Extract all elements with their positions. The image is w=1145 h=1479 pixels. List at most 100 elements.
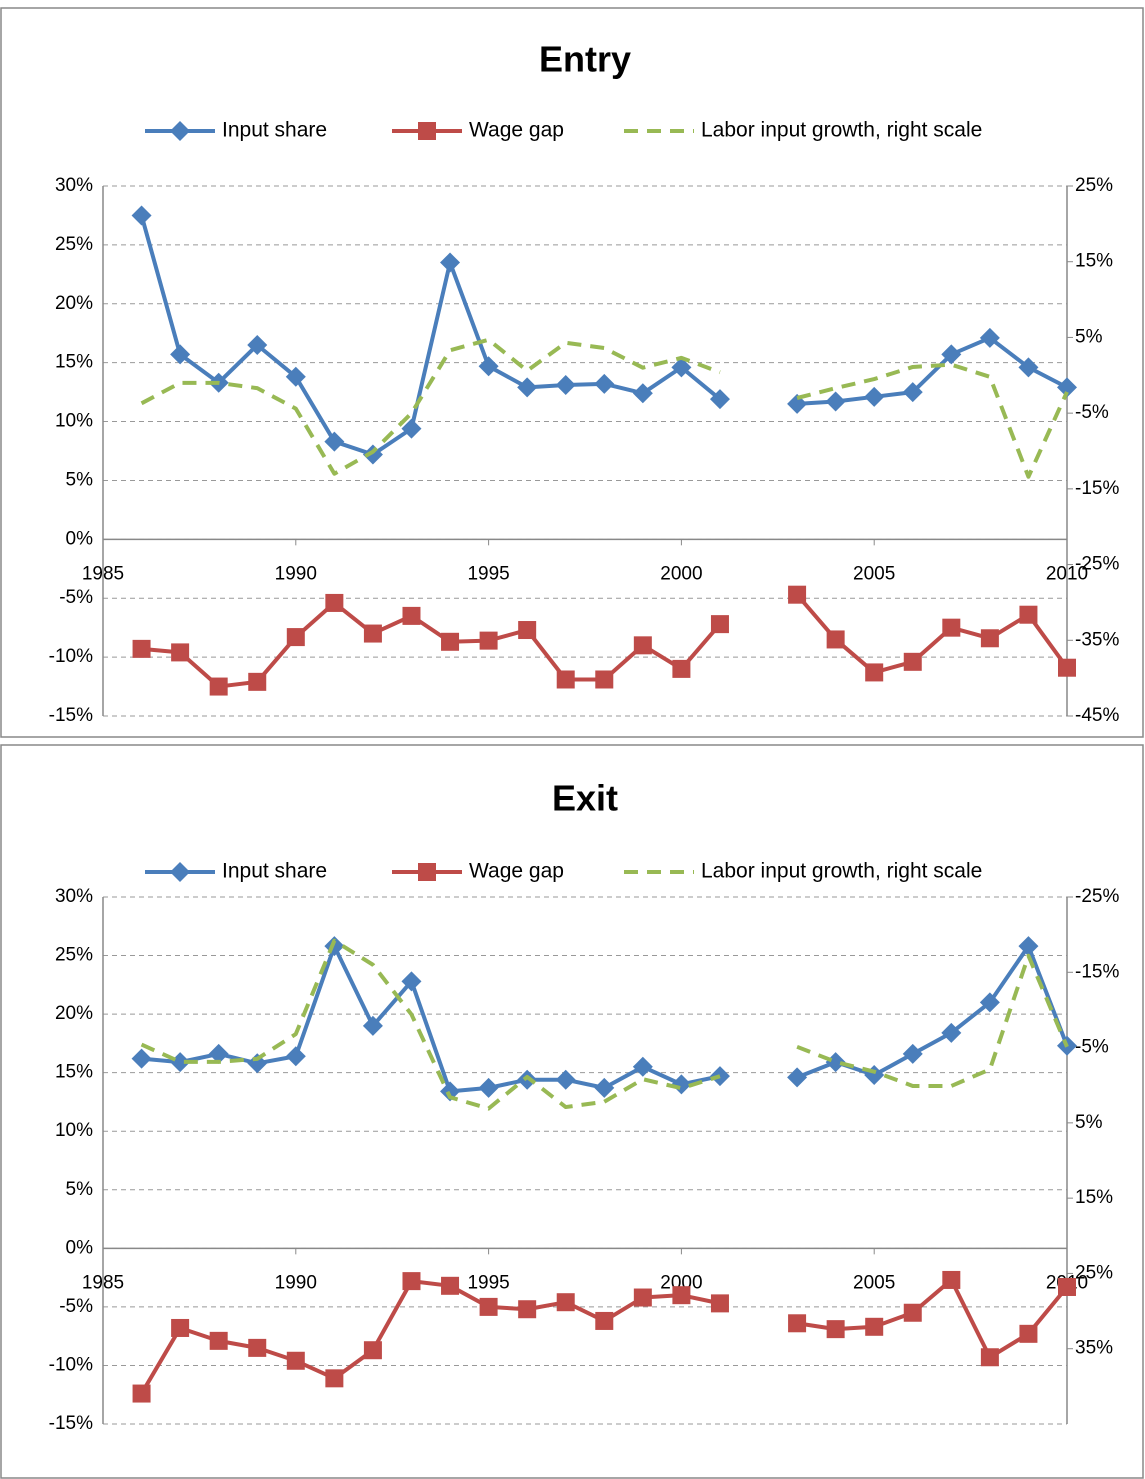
data-point (942, 1270, 961, 1289)
y-tick-label: 0% (66, 528, 94, 549)
data-point (788, 585, 807, 604)
data-point (710, 1294, 729, 1313)
data-point (902, 382, 923, 403)
data-point (517, 377, 538, 398)
x-tick-label: 1995 (467, 1272, 509, 1293)
data-point (132, 639, 151, 658)
data-point (979, 327, 1000, 348)
y-tick-label: 15% (55, 1062, 93, 1083)
data-point (903, 1303, 922, 1322)
data-point (942, 618, 961, 637)
data-point (1018, 357, 1039, 378)
legend-marker (418, 863, 436, 881)
data-point (555, 375, 576, 396)
data-point (325, 593, 344, 612)
data-point (171, 1318, 190, 1337)
legend-label: Input share (222, 119, 327, 142)
data-point (324, 431, 345, 452)
data-point (363, 1341, 382, 1360)
data-point (402, 606, 421, 625)
data-point (401, 418, 422, 439)
data-point (248, 672, 267, 691)
x-tick-label: 2010 (1046, 563, 1088, 584)
legend-label: Input share (222, 860, 327, 883)
y2-tick-label: -5% (1075, 402, 1109, 423)
data-point (672, 1286, 691, 1305)
data-point (1058, 1277, 1076, 1296)
y-tick-label: 0% (66, 1237, 94, 1258)
data-point (555, 1069, 576, 1090)
legend-marker (170, 121, 190, 141)
x-tick-label: 2000 (660, 563, 702, 584)
y2-tick-label: 15% (1075, 1187, 1113, 1208)
y-tick-label: 30% (55, 886, 93, 907)
y2-tick-label: 5% (1075, 326, 1103, 347)
series-line (796, 362, 1069, 479)
series-line (796, 1277, 1069, 1360)
data-point (941, 1022, 962, 1043)
data-point (825, 1052, 846, 1073)
series-line (139, 1279, 721, 1395)
data-point (826, 1320, 845, 1339)
y2-tick-label: -25% (1075, 886, 1119, 907)
data-point (825, 391, 846, 412)
series-line (140, 938, 721, 1111)
data-point (1058, 658, 1076, 677)
chart-title: Exit (552, 778, 618, 819)
y-tick-label: 10% (55, 1120, 93, 1141)
data-point (170, 344, 191, 365)
y-tick-label: -5% (59, 1296, 93, 1317)
chart-title: Entry (539, 39, 631, 80)
data-point (247, 335, 268, 355)
data-point (787, 393, 808, 414)
data-point (518, 621, 537, 640)
y2-tick-label: -35% (1075, 629, 1119, 650)
data-point (633, 636, 652, 655)
data-point (710, 615, 729, 634)
y2-tick-label: -5% (1075, 1037, 1109, 1058)
data-point (865, 1317, 884, 1336)
data-point (595, 670, 614, 689)
y2-tick-label: -15% (1075, 478, 1119, 499)
data-point (209, 1331, 228, 1350)
y2-tick-label: 15% (1075, 251, 1113, 272)
y2-tick-label: -15% (1075, 961, 1119, 982)
data-point (672, 659, 691, 678)
y2-tick-label: 25% (1075, 1262, 1113, 1283)
data-point (902, 1043, 923, 1064)
series-line (140, 337, 721, 476)
data-point (479, 631, 498, 650)
x-tick-label: 1990 (275, 1272, 317, 1293)
y-tick-label: 25% (55, 234, 93, 255)
chart-frame (0, 744, 1144, 1479)
y-tick-label: 10% (55, 411, 93, 432)
x-tick-label: 2005 (853, 563, 895, 584)
data-point (979, 992, 1000, 1013)
data-point (826, 630, 845, 649)
y-tick-label: 20% (55, 293, 93, 314)
data-point (864, 386, 885, 407)
data-point (632, 1056, 653, 1077)
series-line (796, 953, 1069, 1088)
y-tick-label: -15% (49, 1413, 93, 1434)
x-tick-label: 1995 (467, 563, 509, 584)
x-tick-label: 1990 (275, 563, 317, 584)
data-point (865, 663, 884, 682)
y-tick-label: -10% (49, 646, 93, 667)
data-point (1019, 1324, 1038, 1343)
data-point (788, 1314, 807, 1333)
data-point (131, 1048, 152, 1069)
data-point (170, 1052, 191, 1073)
data-point (632, 383, 653, 404)
data-point (980, 629, 999, 648)
data-point (325, 1369, 344, 1388)
data-point (671, 357, 692, 378)
legend-marker (170, 862, 190, 882)
data-point (1019, 605, 1038, 624)
data-point (285, 366, 306, 387)
data-point (441, 1276, 460, 1295)
data-point (209, 677, 228, 696)
data-point (787, 1067, 808, 1088)
